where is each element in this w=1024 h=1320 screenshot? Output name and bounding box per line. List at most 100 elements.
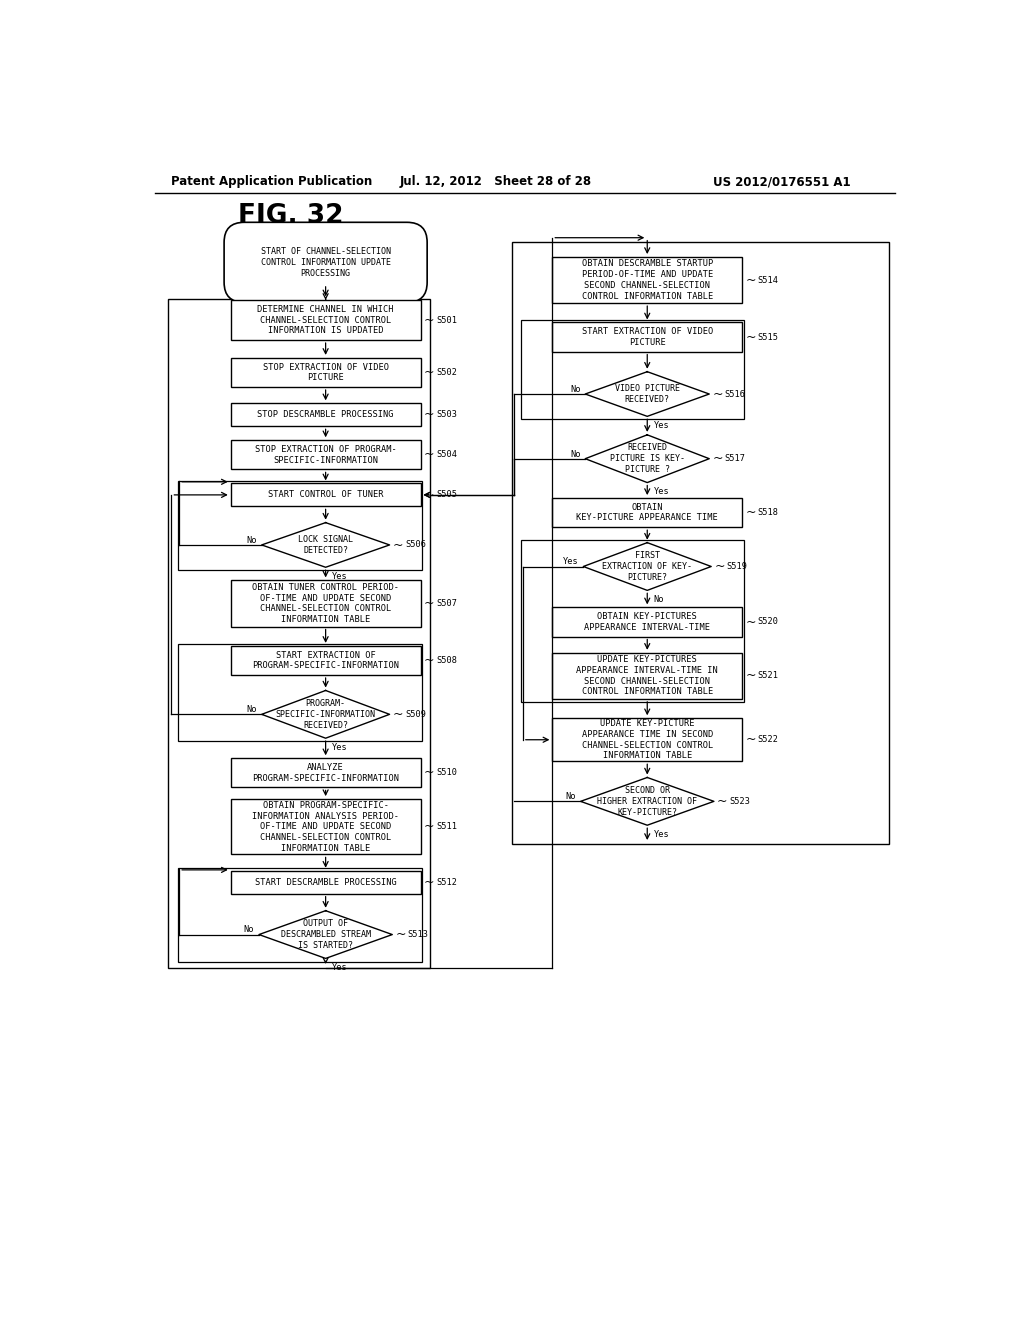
FancyBboxPatch shape (230, 581, 421, 627)
Text: S518: S518 (758, 508, 778, 517)
Text: Yes: Yes (332, 964, 347, 972)
Text: START CONTROL OF TUNER: START CONTROL OF TUNER (268, 491, 383, 499)
Text: UPDATE KEY-PICTURES
APPEARANCE INTERVAL-TIME IN
SECOND CHANNEL-SELECTION
CONTROL: UPDATE KEY-PICTURES APPEARANCE INTERVAL-… (577, 655, 718, 697)
FancyBboxPatch shape (224, 222, 427, 302)
FancyBboxPatch shape (552, 607, 742, 636)
FancyBboxPatch shape (230, 358, 421, 387)
Text: US 2012/0176551 A1: US 2012/0176551 A1 (713, 176, 851, 189)
Text: Jul. 12, 2012   Sheet 28 of 28: Jul. 12, 2012 Sheet 28 of 28 (399, 176, 592, 189)
Text: ~: ~ (424, 408, 434, 421)
Text: ~: ~ (713, 388, 723, 400)
Text: S512: S512 (436, 878, 457, 887)
Text: ~: ~ (392, 708, 403, 721)
Text: OBTAIN TUNER CONTROL PERIOD-
OF-TIME AND UPDATE SECOND
CHANNEL-SELECTION CONTROL: OBTAIN TUNER CONTROL PERIOD- OF-TIME AND… (252, 583, 399, 624)
Text: UPDATE KEY-PICTURE
APPEARANCE TIME IN SECOND
CHANNEL-SELECTION CONTROL
INFORMATI: UPDATE KEY-PICTURE APPEARANCE TIME IN SE… (582, 719, 713, 760)
Text: STOP EXTRACTION OF VIDEO
PICTURE: STOP EXTRACTION OF VIDEO PICTURE (262, 363, 389, 383)
Text: ~: ~ (392, 539, 403, 552)
Text: ~: ~ (745, 273, 756, 286)
Text: No: No (247, 705, 257, 714)
Text: ~: ~ (424, 449, 434, 462)
Text: S523: S523 (729, 797, 751, 805)
FancyBboxPatch shape (230, 404, 421, 426)
FancyBboxPatch shape (230, 645, 421, 675)
Text: S503: S503 (436, 411, 457, 420)
Text: START EXTRACTION OF VIDEO
PICTURE: START EXTRACTION OF VIDEO PICTURE (582, 327, 713, 347)
Text: OBTAIN PROGRAM-SPECIFIC-
INFORMATION ANALYSIS PERIOD-
OF-TIME AND UPDATE SECOND
: OBTAIN PROGRAM-SPECIFIC- INFORMATION ANA… (252, 801, 399, 853)
Text: ~: ~ (424, 653, 434, 667)
Text: ~: ~ (424, 597, 434, 610)
Text: S508: S508 (436, 656, 457, 665)
Text: STOP EXTRACTION OF PROGRAM-
SPECIFIC-INFORMATION: STOP EXTRACTION OF PROGRAM- SPECIFIC-INF… (255, 445, 396, 465)
Text: S519: S519 (727, 562, 748, 572)
FancyBboxPatch shape (230, 871, 421, 894)
Text: Yes: Yes (332, 572, 347, 581)
Text: START OF CHANNEL-SELECTION
CONTROL INFORMATION UPDATE
PROCESSING: START OF CHANNEL-SELECTION CONTROL INFOR… (261, 247, 390, 277)
Text: S514: S514 (758, 276, 778, 285)
Text: Yes: Yes (332, 743, 347, 752)
FancyBboxPatch shape (552, 718, 742, 762)
FancyBboxPatch shape (230, 799, 421, 854)
Text: ~: ~ (745, 506, 756, 519)
Text: Yes: Yes (653, 830, 670, 838)
Text: No: No (570, 450, 581, 458)
Text: ~: ~ (424, 366, 434, 379)
Text: S509: S509 (406, 710, 426, 719)
Text: No: No (247, 536, 257, 545)
Text: S511: S511 (436, 822, 457, 832)
FancyBboxPatch shape (230, 758, 421, 788)
Text: No: No (570, 385, 581, 393)
Text: OUTPUT OF
DESCRAMBLED STREAM
IS STARTED?: OUTPUT OF DESCRAMBLED STREAM IS STARTED? (281, 919, 371, 950)
Text: ~: ~ (424, 875, 434, 888)
Text: LOCK SIGNAL
DETECTED?: LOCK SIGNAL DETECTED? (298, 535, 353, 554)
Text: DETERMINE CHANNEL IN WHICH
CHANNEL-SELECTION CONTROL
INFORMATION IS UPDATED: DETERMINE CHANNEL IN WHICH CHANNEL-SELEC… (257, 305, 394, 335)
Text: ~: ~ (745, 733, 756, 746)
Text: S504: S504 (436, 450, 457, 459)
Text: S501: S501 (436, 315, 457, 325)
Text: No: No (565, 792, 575, 801)
Text: S502: S502 (436, 368, 457, 378)
Text: S506: S506 (406, 540, 426, 549)
Text: OBTAIN
KEY-PICTURE APPEARANCE TIME: OBTAIN KEY-PICTURE APPEARANCE TIME (577, 503, 718, 523)
Text: ~: ~ (713, 453, 723, 465)
Text: S513: S513 (408, 931, 429, 939)
Text: ~: ~ (424, 820, 434, 833)
Polygon shape (581, 777, 714, 825)
FancyBboxPatch shape (552, 653, 742, 700)
Polygon shape (586, 434, 710, 483)
FancyBboxPatch shape (230, 300, 421, 341)
Text: S516: S516 (725, 389, 745, 399)
Text: S515: S515 (758, 333, 778, 342)
Text: PROGRAM-
SPECIFIC-INFORMATION
RECEIVED?: PROGRAM- SPECIFIC-INFORMATION RECEIVED? (275, 700, 376, 730)
Polygon shape (259, 911, 392, 958)
Text: ~: ~ (395, 928, 406, 941)
Text: No: No (244, 925, 254, 935)
Text: ~: ~ (424, 488, 434, 502)
Text: Yes: Yes (563, 557, 579, 566)
Text: ~: ~ (715, 560, 725, 573)
Text: START EXTRACTION OF
PROGRAM-SPECIFIC-INFORMATION: START EXTRACTION OF PROGRAM-SPECIFIC-INF… (252, 651, 399, 671)
FancyBboxPatch shape (552, 322, 742, 351)
Text: ~: ~ (745, 330, 756, 343)
Text: STOP DESCRAMBLE PROCESSING: STOP DESCRAMBLE PROCESSING (257, 411, 394, 420)
Text: S510: S510 (436, 768, 457, 777)
Polygon shape (262, 523, 389, 568)
FancyBboxPatch shape (552, 498, 742, 527)
Text: ~: ~ (424, 767, 434, 779)
Text: START DESCRAMBLE PROCESSING: START DESCRAMBLE PROCESSING (255, 878, 396, 887)
FancyBboxPatch shape (552, 257, 742, 304)
Text: S517: S517 (725, 454, 745, 463)
Polygon shape (586, 372, 710, 416)
Text: Yes: Yes (653, 421, 670, 430)
Text: Yes: Yes (653, 487, 670, 496)
Polygon shape (584, 543, 712, 590)
Text: RECEIVED
PICTURE IS KEY-
PICTURE ?: RECEIVED PICTURE IS KEY- PICTURE ? (609, 444, 685, 474)
Text: ANALYZE
PROGRAM-SPECIFIC-INFORMATION: ANALYZE PROGRAM-SPECIFIC-INFORMATION (252, 763, 399, 783)
Polygon shape (262, 690, 389, 738)
Text: S505: S505 (436, 491, 457, 499)
Text: FIRST
EXTRACTION OF KEY-
PICTURE?: FIRST EXTRACTION OF KEY- PICTURE? (602, 552, 692, 582)
Text: SECOND OR
HIGHER EXTRACTION OF
KEY-PICTURE?: SECOND OR HIGHER EXTRACTION OF KEY-PICTU… (597, 787, 697, 817)
FancyBboxPatch shape (230, 483, 421, 507)
Text: ~: ~ (717, 795, 727, 808)
Text: FIG. 32: FIG. 32 (238, 203, 343, 230)
Text: S507: S507 (436, 599, 457, 609)
